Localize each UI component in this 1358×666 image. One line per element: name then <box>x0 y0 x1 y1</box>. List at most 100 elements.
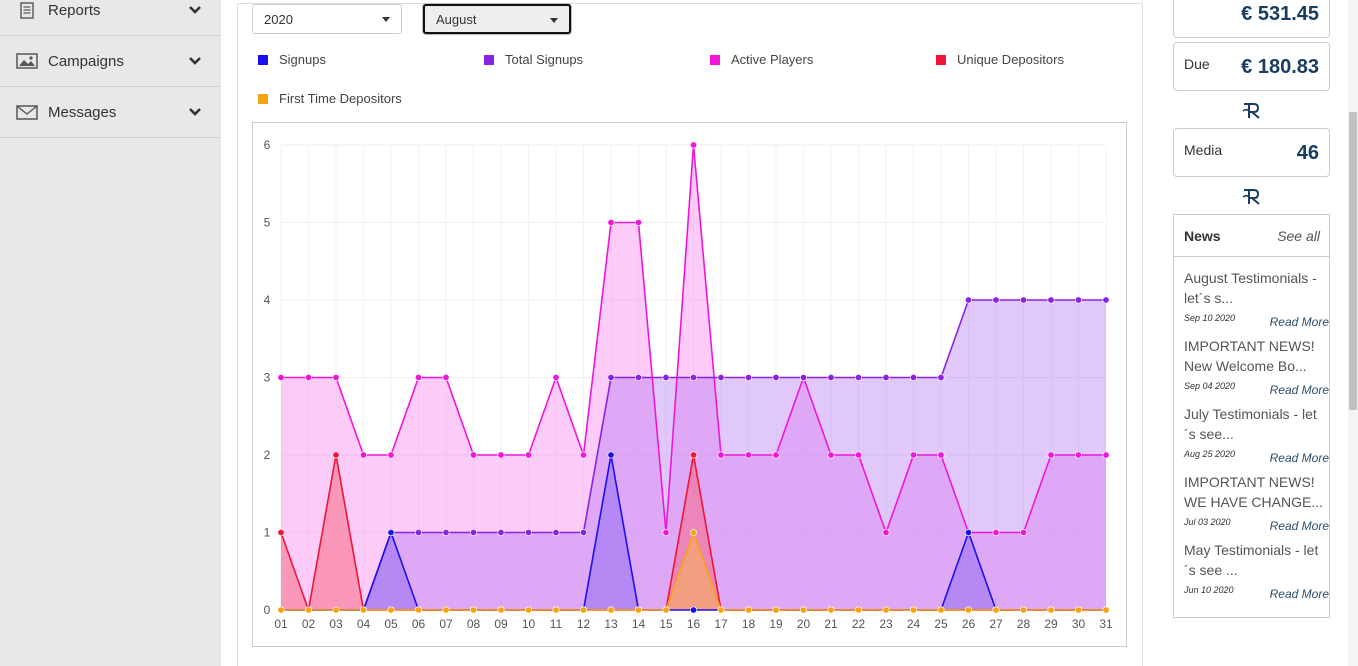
data-point <box>717 606 725 614</box>
data-point <box>524 528 532 536</box>
x-tick-label: 03 <box>329 617 343 631</box>
x-tick-label: 19 <box>769 617 783 631</box>
news-item[interactable]: IMPORTANT NEWS! WE HAVE CHANGE... Jul 03… <box>1184 472 1329 533</box>
scrollbar-thumb[interactable] <box>1349 112 1357 410</box>
caret-down-icon <box>382 17 390 22</box>
legend-label: Total Signups <box>505 52 584 67</box>
news-item-text[interactable]: July Testimonials - let´s see... <box>1184 406 1317 442</box>
news-item-text[interactable]: May Testimonials - let´s see ... <box>1184 542 1319 578</box>
data-point <box>772 606 780 614</box>
data-point <box>964 296 972 304</box>
news-item-text[interactable]: IMPORTANT NEWS! New Welcome Bo... <box>1184 338 1315 374</box>
news-item[interactable]: July Testimonials - let´s see... Aug 25 … <box>1184 404 1329 465</box>
chevron-down-icon[interactable] <box>183 0 207 20</box>
brand-logo-icon <box>1242 189 1260 205</box>
legend-swatch <box>710 54 720 65</box>
page-scrollbar[interactable] <box>1348 0 1358 666</box>
data-point <box>1102 296 1110 304</box>
read-more-link[interactable]: Read More <box>1269 587 1329 601</box>
chevron-down-icon[interactable] <box>183 102 207 122</box>
data-point <box>579 606 587 614</box>
data-point <box>1019 296 1027 304</box>
x-tick-label: 21 <box>824 617 838 631</box>
data-point <box>1074 451 1082 459</box>
x-tick-label: 30 <box>1072 617 1086 631</box>
data-point <box>827 374 835 382</box>
data-point <box>277 374 285 382</box>
news-item-text[interactable]: August Testimonials - let´s s... <box>1184 270 1317 306</box>
x-tick-label: 24 <box>907 617 921 631</box>
data-point <box>689 374 697 382</box>
data-point <box>937 606 945 614</box>
x-tick-label: 20 <box>797 617 811 631</box>
legend-swatch <box>258 54 268 65</box>
data-point <box>497 451 505 459</box>
x-tick-label: 06 <box>412 617 426 631</box>
data-point <box>277 606 285 614</box>
read-more-link[interactable]: Read More <box>1269 451 1329 465</box>
data-point <box>387 606 395 614</box>
data-point <box>1074 606 1082 614</box>
read-more-link[interactable]: Read More <box>1269 315 1329 329</box>
news-item[interactable]: August Testimonials - let´s s... Sep 10 … <box>1184 268 1329 329</box>
data-point <box>552 528 560 536</box>
y-tick-label: 5 <box>264 216 271 230</box>
data-point <box>772 374 780 382</box>
month-select[interactable]: August <box>423 4 571 34</box>
news-item-date: Sep 04 2020 <box>1184 381 1236 391</box>
legend-item-unique-depositors[interactable]: Unique Depositors <box>936 52 1064 67</box>
legend-item-active-players[interactable]: Active Players <box>710 52 813 67</box>
due-value: € 180.83 <box>1241 56 1319 78</box>
sidebar-item-label: Messages <box>48 103 117 121</box>
data-point <box>992 606 1000 614</box>
data-point <box>332 606 340 614</box>
month-select-value: August <box>436 11 477 27</box>
document-icon <box>16 0 38 20</box>
legend-swatch <box>484 54 494 65</box>
x-tick-label: 31 <box>1099 617 1113 631</box>
data-point <box>360 451 368 459</box>
y-tick-label: 4 <box>264 293 271 307</box>
news-item[interactable]: IMPORTANT NEWS! New Welcome Bo... Sep 04… <box>1184 336 1329 397</box>
legend-item-signups[interactable]: Signups <box>258 52 326 67</box>
sidebar-item-campaigns[interactable]: Campaigns <box>0 36 221 87</box>
data-point <box>415 374 423 382</box>
x-tick-label: 17 <box>714 617 728 631</box>
data-point <box>937 451 945 459</box>
x-tick-label: 11 <box>550 617 563 631</box>
read-more-link[interactable]: Read More <box>1269 519 1329 533</box>
x-tick-label: 28 <box>1017 617 1031 631</box>
data-point <box>689 606 697 614</box>
data-point <box>1074 296 1082 304</box>
news-item-text[interactable]: IMPORTANT NEWS! WE HAVE CHANGE... <box>1184 474 1323 510</box>
year-select[interactable]: 2020 <box>252 4 402 34</box>
data-point <box>992 296 1000 304</box>
y-tick-label: 2 <box>264 448 271 462</box>
x-tick-label: 22 <box>852 617 866 631</box>
data-point <box>387 528 395 536</box>
data-point <box>992 528 1000 536</box>
data-point <box>1102 451 1110 459</box>
data-point <box>497 528 505 536</box>
data-point <box>552 374 560 382</box>
legend-item-first-time-depositors[interactable]: First Time Depositors <box>258 91 402 106</box>
media-label: Media <box>1184 142 1223 158</box>
data-point <box>387 451 395 459</box>
sidebar-item-messages[interactable]: Messages <box>0 87 221 138</box>
x-tick-label: 05 <box>384 617 398 631</box>
read-more-link[interactable]: Read More <box>1269 383 1329 397</box>
chevron-down-icon[interactable] <box>183 51 207 71</box>
chart-container: 0 1 2 3 4 5 6 01 02 03 04 05 06 07 08 09 10 11 12 13 14 15 16 1… <box>252 122 1127 647</box>
x-tick-label: 29 <box>1044 617 1058 631</box>
data-point <box>689 528 697 536</box>
news-header: News See all <box>1174 215 1329 257</box>
y-tick-label: 1 <box>264 526 271 540</box>
data-point <box>854 374 862 382</box>
legend-item-total-signups[interactable]: Total Signups <box>484 52 583 67</box>
data-point <box>1019 528 1027 536</box>
see-all-link[interactable]: See all <box>1277 228 1320 244</box>
sidebar-item-reports[interactable]: Reports <box>0 0 221 36</box>
news-item[interactable]: May Testimonials - let´s see ... Jun 10 … <box>1184 540 1329 601</box>
